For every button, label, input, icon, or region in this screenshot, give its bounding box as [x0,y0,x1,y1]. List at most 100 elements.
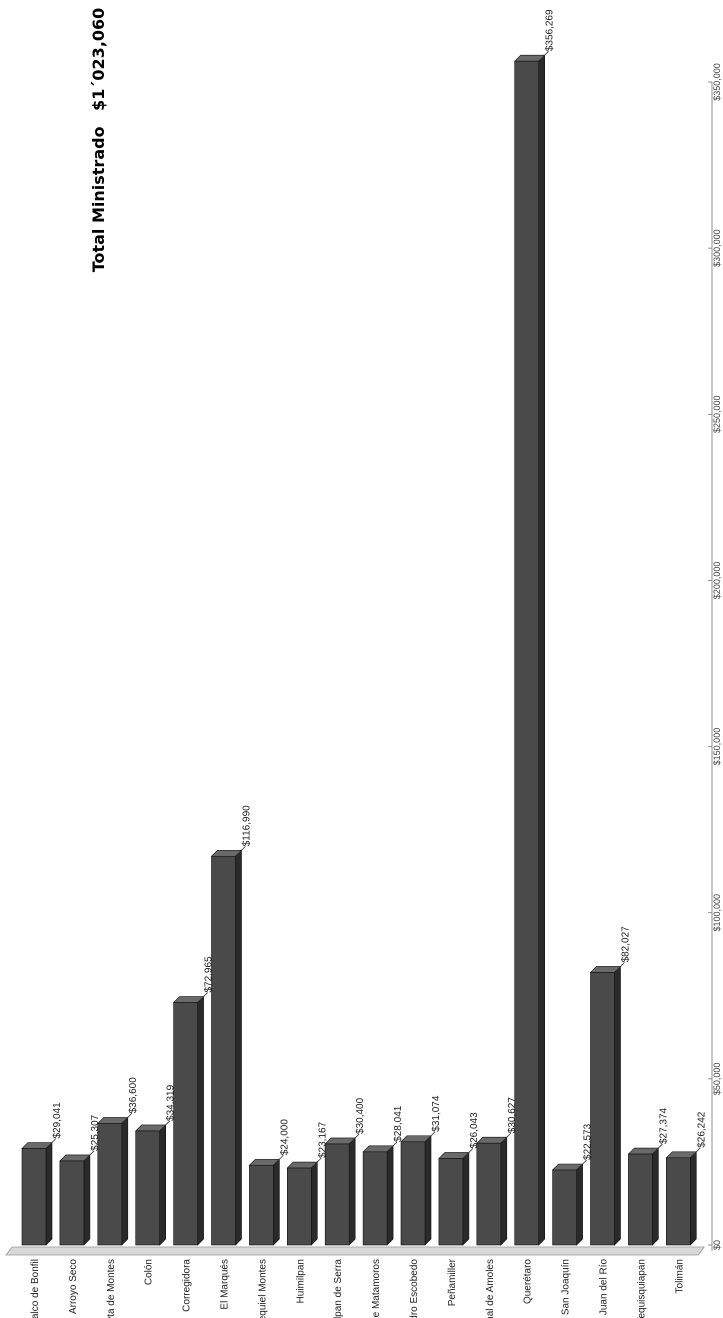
value-label: $82,027 [621,926,632,963]
bar-front [21,1148,47,1246]
bar-front [438,1158,464,1246]
bar [97,1116,129,1246]
category-label: Ezequiel Montes [257,1259,268,1318]
value-label: $26,242 [696,1111,707,1148]
value-label: $31,074 [431,1095,442,1132]
bar [589,965,622,1246]
value-label: $24,000 [279,1119,290,1156]
bar-side [159,1124,166,1246]
bar [438,1151,470,1246]
value-label: $356,269 [545,9,556,51]
value-label: $116,990 [242,805,253,846]
bar-front [514,60,540,1246]
bar-front [324,1143,350,1246]
value-label: $22,573 [583,1123,594,1160]
bar-side [576,1163,583,1246]
category-label: San Joaquín [561,1259,572,1315]
bar-side [83,1154,91,1246]
bar [362,1145,394,1246]
value-label: $72,965 [204,956,215,993]
category-label: Tequisquiapan [636,1259,647,1318]
chart-title: Total Ministrado $1´023,060 [89,8,108,273]
bar-side [348,1137,356,1246]
value-labels: $29,041 $25,307 $36,600 $34,319 $72,965 $116,… [47,9,707,1169]
value-leader [426,1131,436,1141]
value-label: $27,374 [658,1107,669,1144]
category-label: Peñamiller [447,1258,458,1306]
value-leader [313,1157,322,1167]
bar-side [538,54,546,1246]
category-label: Pinal de Amoles [485,1259,496,1318]
bar-front [211,855,236,1246]
category-label: Huimilpan [295,1259,306,1303]
bar-side [614,965,621,1246]
bar-side [45,1141,53,1246]
bar-front [400,1141,426,1246]
bars [21,54,698,1246]
tick-label: $100,000 [712,894,722,932]
bar-side [424,1135,432,1246]
bar [513,54,546,1246]
value-leader [85,1150,95,1160]
value-leader [350,1133,360,1143]
bar-side [273,1158,280,1246]
value-leader [578,1159,587,1169]
category-label: Pedro Escobedo [409,1259,420,1318]
bar-front [665,1157,691,1246]
bar [400,1135,432,1246]
bar [665,1151,698,1246]
bar-front [286,1167,312,1246]
value-leader [123,1113,133,1122]
title-label: Total Ministrado [89,126,108,272]
bar [324,1137,356,1246]
value-label: $36,600 [128,1077,139,1114]
tick-label: $250,000 [712,396,722,434]
value-label: $30,627 [507,1097,518,1134]
value-label: $29,041 [52,1102,63,1139]
bar-front [173,1002,198,1246]
bar [248,1158,281,1246]
bar-front [135,1130,160,1246]
bar-front [476,1142,502,1246]
category-label: Cadereyta de Montes [106,1259,117,1318]
category-labels: Amealco de Bonfil Arroyo Seco Cadereyta de… [30,1258,685,1318]
bar-front [59,1160,85,1246]
category-label: Querétaro [523,1259,534,1304]
bar [134,1124,167,1246]
bar-side [235,849,242,1246]
category-label: Colón [144,1259,155,1285]
chart-floor [5,1246,706,1256]
bar-side [121,1116,129,1246]
category-label: El Marqués [220,1259,231,1310]
bar [551,1163,584,1246]
bar-side [652,1147,659,1246]
value-leader [275,1154,284,1164]
bar-side [689,1151,697,1246]
value-leader [388,1141,398,1151]
category-label: Amealco de Bonfil [30,1259,41,1318]
category-label: Arroyo Seco [68,1259,79,1314]
value-leader [199,992,208,1001]
value-leader [654,1143,663,1153]
value-label: $23,167 [317,1121,328,1158]
value-leader [540,50,549,60]
value-leader [692,1147,701,1157]
value-axis-ticks: $0 $50,000 $100,000 $150,000 $200,000 $250,00… [708,63,722,1250]
bar-front [362,1151,388,1246]
bar [21,1141,53,1246]
tick-label: $50,000 [712,1063,722,1096]
svg-text:Total Ministrado $1´023,: Total Ministrado $1´023,060 [89,8,108,273]
bar-side [500,1136,508,1246]
bar-side [310,1161,318,1246]
value-label: $25,307 [90,1114,101,1151]
category-label: Landa de Matamoros [371,1259,382,1318]
tick-label: $300,000 [712,229,722,267]
bar [476,1136,508,1246]
tick-label: $150,000 [712,728,722,766]
bar [59,1154,91,1246]
tick-label: $0 [712,1240,722,1250]
bar-side [462,1151,470,1246]
category-label: San Juan del Río [599,1259,610,1318]
value-label: $26,043 [469,1112,480,1149]
